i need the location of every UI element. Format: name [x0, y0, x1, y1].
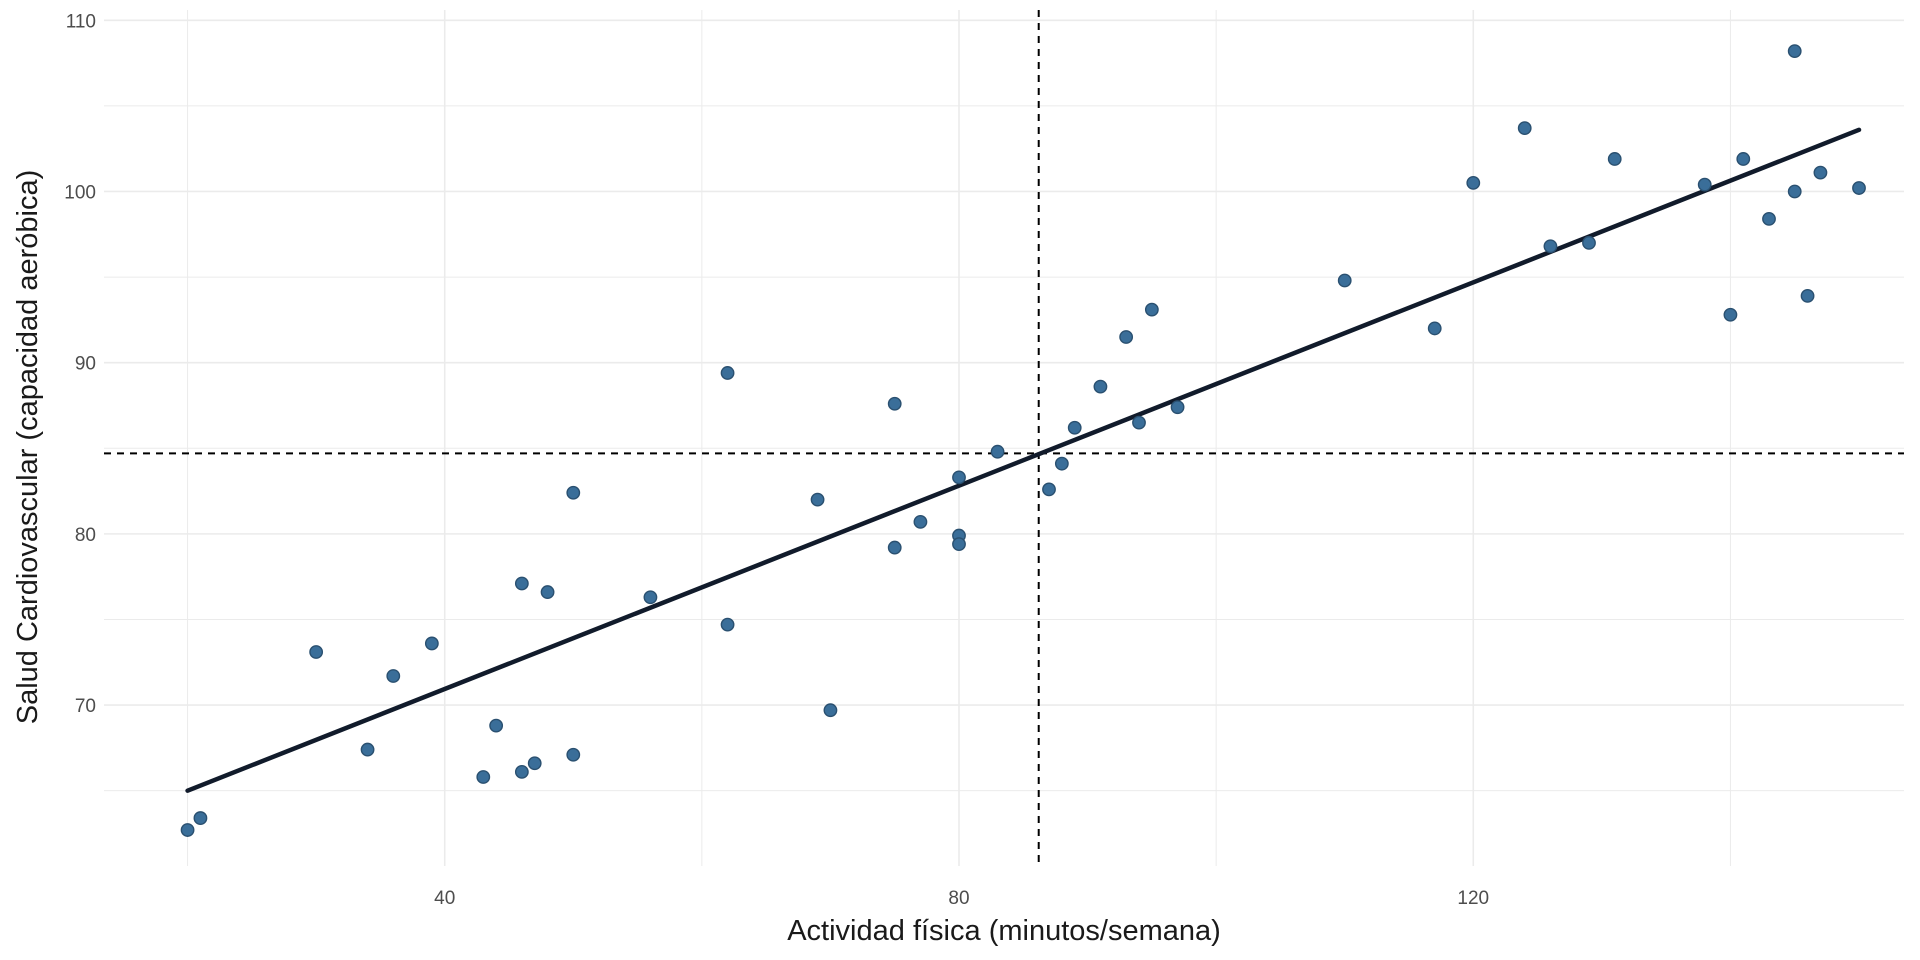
data-point [990, 444, 1005, 459]
data-point [566, 485, 581, 500]
regression-line-group [185, 127, 1862, 793]
data-point [1736, 152, 1751, 166]
data-point [424, 636, 439, 651]
data-point [1813, 165, 1828, 180]
y-tick-label: 80 [75, 525, 96, 546]
data-point [1132, 415, 1146, 430]
data-point [309, 645, 324, 659]
data-point [1170, 400, 1185, 415]
y-tick-label: 110 [66, 11, 96, 32]
data-point [180, 823, 195, 837]
data-point [810, 492, 825, 507]
data-point [386, 669, 401, 683]
y-axis-ticks: 70 80 90 100 110 [64, 11, 96, 717]
data-point [527, 756, 542, 771]
data-point [1042, 482, 1056, 497]
data-point [720, 366, 735, 380]
data-point [1582, 235, 1596, 250]
data-point [887, 540, 902, 555]
regression-line [185, 127, 1862, 793]
data-point [1144, 302, 1159, 317]
data-point [1723, 307, 1738, 322]
data-point [1466, 176, 1481, 190]
data-point [1852, 181, 1866, 195]
data-point [823, 703, 838, 718]
data-points [180, 44, 1866, 837]
data-point [952, 537, 966, 552]
data-point [1517, 121, 1532, 136]
data-point [1787, 184, 1802, 199]
data-point [360, 742, 375, 757]
x-tick-label: 120 [1457, 888, 1489, 909]
data-point [489, 718, 504, 733]
data-point [913, 514, 928, 529]
data-point [1800, 289, 1815, 303]
y-tick-label: 70 [75, 696, 96, 717]
major-grid [104, 10, 1904, 866]
data-point [566, 747, 581, 762]
data-point [952, 470, 966, 485]
data-point [514, 764, 529, 779]
x-tick-label: 80 [948, 888, 969, 909]
data-point [643, 590, 658, 605]
data-point [1119, 330, 1134, 344]
data-point [1787, 44, 1802, 58]
y-axis-title: Salud Cardiovascular (capacidad aeróbica… [12, 170, 44, 725]
data-point [1762, 211, 1776, 226]
data-point [1543, 239, 1558, 254]
data-point [476, 770, 491, 784]
data-point [1607, 152, 1622, 166]
data-point [514, 576, 529, 591]
data-point [720, 617, 735, 632]
data-point [1337, 273, 1352, 288]
data-point [1067, 420, 1082, 435]
data-point [1697, 177, 1712, 192]
x-axis-title: Actividad física (minutos/semana) [787, 915, 1221, 947]
x-tick-label: 40 [434, 888, 455, 909]
minor-grid [104, 10, 1904, 866]
data-point [1093, 379, 1108, 394]
mean-reference-lines [104, 10, 1904, 866]
data-point [193, 811, 208, 825]
y-tick-label: 100 [64, 182, 96, 203]
data-point [1054, 456, 1069, 471]
y-tick-label: 90 [75, 354, 96, 375]
x-axis-ticks: 40 80 120 [434, 888, 1489, 909]
data-point [1427, 321, 1442, 336]
data-point [887, 396, 902, 411]
data-point [540, 585, 555, 599]
